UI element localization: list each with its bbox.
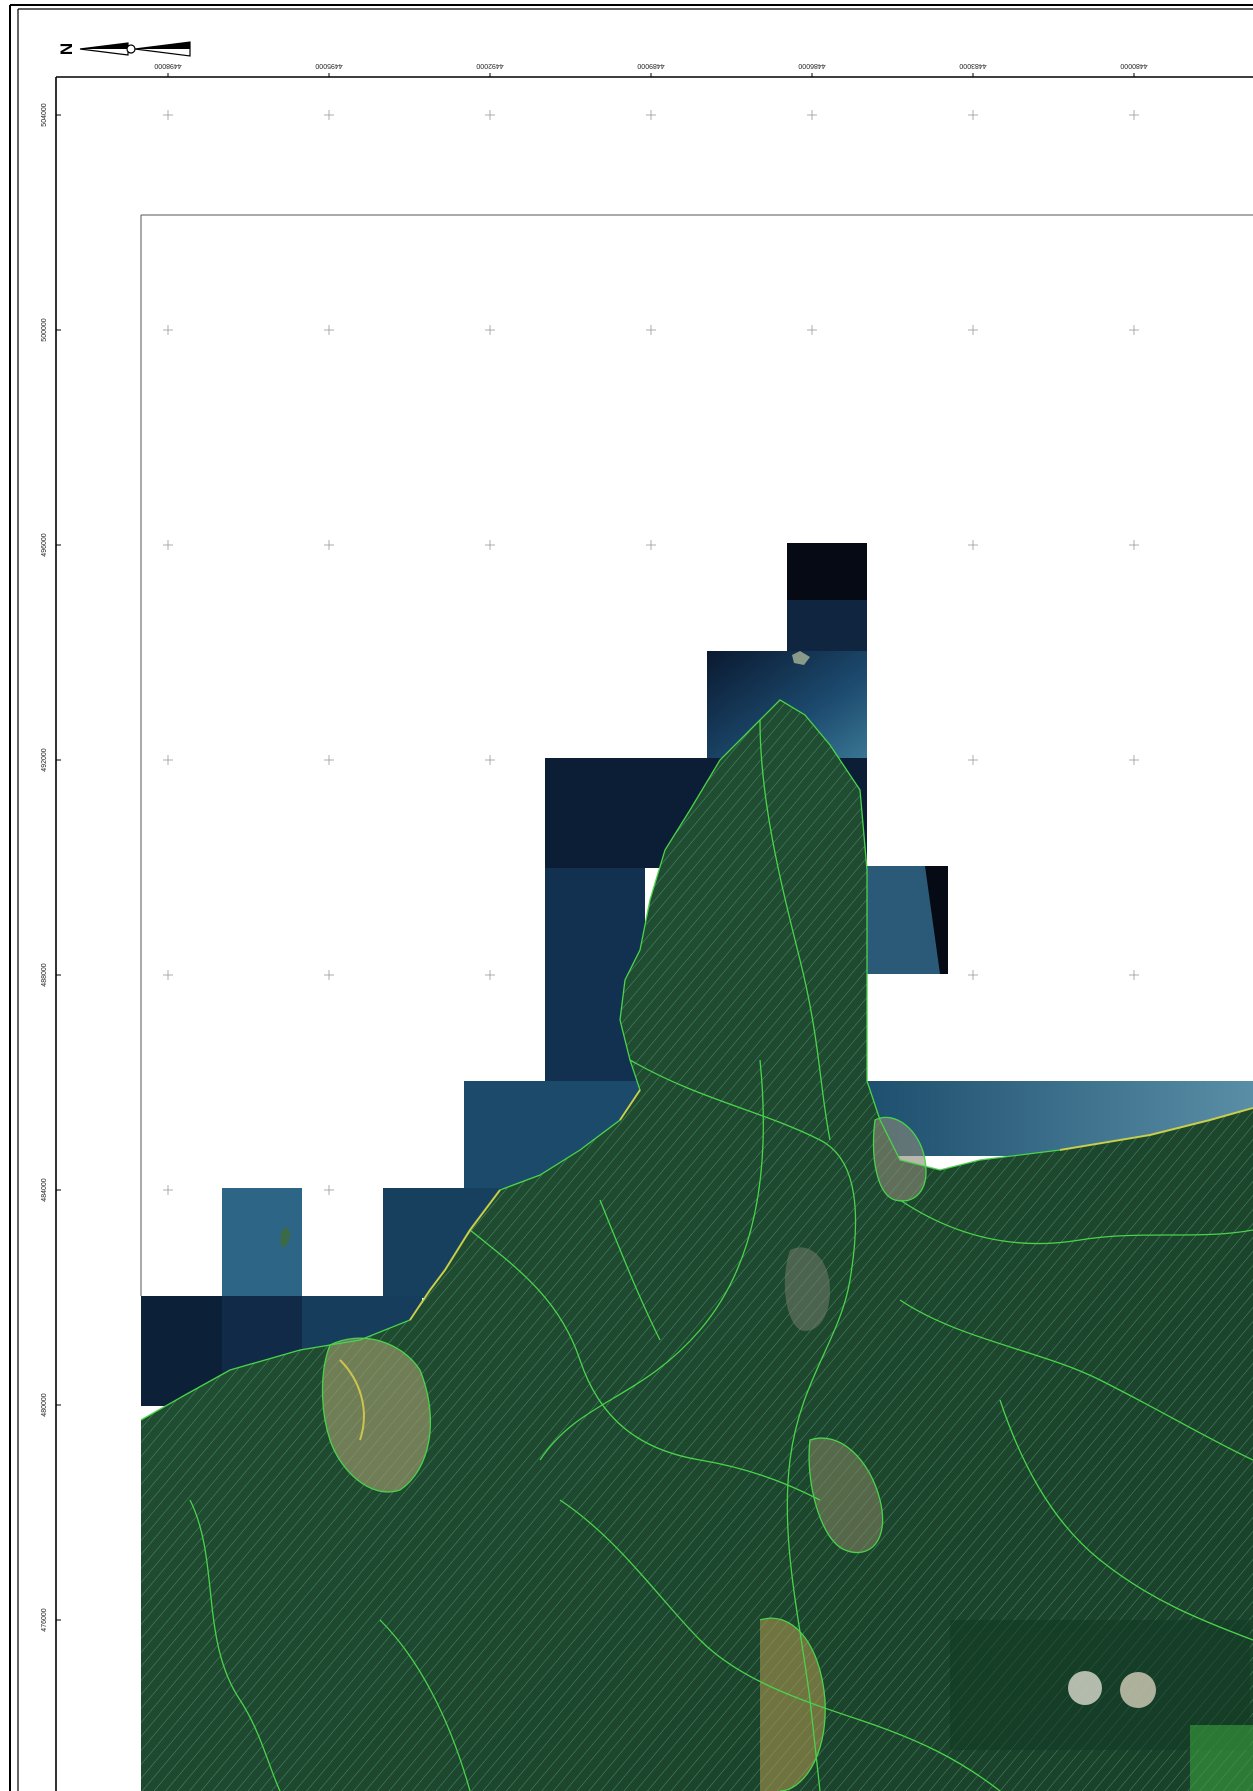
graticule-crosses bbox=[163, 110, 1139, 1195]
x-tick-4: 4486000 bbox=[798, 62, 826, 77]
y-tick-3: 492000 bbox=[41, 748, 61, 772]
y-tick-label: 500000 bbox=[41, 318, 48, 341]
x-tick-3: 4489000 bbox=[637, 62, 665, 77]
north-arrow-letter: N bbox=[57, 43, 76, 55]
x-tick-label: 4495000 bbox=[315, 62, 342, 69]
north-arrow: N bbox=[57, 41, 191, 57]
x-tick-label: 4492000 bbox=[476, 62, 503, 69]
y-tick-label: 484000 bbox=[41, 1178, 48, 1201]
y-tick-label: 492000 bbox=[41, 748, 48, 771]
urban-area bbox=[760, 1618, 826, 1791]
graticule-cross bbox=[324, 540, 334, 550]
x-tick-label: 4489000 bbox=[637, 62, 664, 69]
graticule-cross bbox=[646, 325, 656, 335]
x-tick-0: 4498000 bbox=[154, 62, 182, 77]
sea-tile bbox=[787, 600, 867, 655]
inner-extent-frame bbox=[140, 214, 1253, 1296]
urban-area bbox=[784, 1247, 830, 1331]
graticule-cross bbox=[324, 110, 334, 120]
x-tick-label: 4480000 bbox=[1120, 62, 1147, 69]
graticule-cross bbox=[968, 110, 978, 120]
y-axis: 504000 500000 496000 492000 488000 48400… bbox=[41, 103, 61, 1632]
graticule-cross bbox=[1129, 540, 1139, 550]
graticule-cross bbox=[163, 110, 173, 120]
y-tick-4: 488000 bbox=[41, 963, 61, 987]
graticule-cross bbox=[163, 1185, 173, 1195]
graticule-cross bbox=[1129, 110, 1139, 120]
graticule-cross bbox=[1129, 970, 1139, 980]
y-tick-label: 496000 bbox=[41, 533, 48, 556]
graticule-cross bbox=[163, 970, 173, 980]
coastline-highlight bbox=[339, 1089, 1253, 1441]
land-mass bbox=[140, 699, 1253, 1791]
graticule-cross bbox=[324, 325, 334, 335]
x-tick-2: 4492000 bbox=[476, 62, 504, 77]
graticule-cross bbox=[485, 755, 495, 765]
island bbox=[280, 1226, 291, 1248]
circular-feature bbox=[1068, 1671, 1102, 1705]
x-tick-6: 4480000 bbox=[1120, 62, 1148, 77]
y-tick-5: 484000 bbox=[41, 1178, 61, 1202]
y-tick-0: 504000 bbox=[41, 103, 61, 127]
y-tick-label: 476000 bbox=[41, 1608, 48, 1631]
imagery-patch bbox=[1190, 1725, 1253, 1791]
y-tick-label: 504000 bbox=[41, 103, 48, 126]
urban-area bbox=[322, 1338, 431, 1492]
y-tick-2: 496000 bbox=[41, 533, 61, 557]
graticule-cross bbox=[163, 755, 173, 765]
x-tick-label: 4486000 bbox=[798, 62, 825, 69]
graticule-cross bbox=[1129, 325, 1139, 335]
graticule-cross bbox=[968, 755, 978, 765]
y-tick-6: 480000 bbox=[41, 1393, 61, 1417]
x-tick-5: 4483000 bbox=[959, 62, 987, 77]
x-tick-label: 4483000 bbox=[959, 62, 986, 69]
sea-tile bbox=[222, 1188, 302, 1296]
y-tick-1: 500000 bbox=[41, 318, 61, 342]
y-tick-label: 488000 bbox=[41, 963, 48, 986]
graticule-cross bbox=[324, 1185, 334, 1195]
graticule-cross bbox=[968, 325, 978, 335]
graticule-cross bbox=[968, 970, 978, 980]
island bbox=[792, 651, 810, 665]
graticule-cross bbox=[163, 325, 173, 335]
x-tick-1: 4495000 bbox=[315, 62, 343, 77]
graticule-cross bbox=[807, 110, 817, 120]
x-tick-label: 4498000 bbox=[154, 62, 181, 69]
graticule-cross bbox=[163, 540, 173, 550]
graticule-cross bbox=[485, 325, 495, 335]
graticule-cross bbox=[485, 110, 495, 120]
graticule-cross bbox=[646, 540, 656, 550]
graticule-cross bbox=[485, 540, 495, 550]
y-tick-7: 476000 bbox=[41, 1608, 61, 1632]
graticule-cross bbox=[324, 755, 334, 765]
map-neatline bbox=[55, 76, 1253, 1791]
graticule-cross bbox=[968, 540, 978, 550]
graticule-cross bbox=[485, 970, 495, 980]
graticule-cross bbox=[646, 110, 656, 120]
outer-frame bbox=[9, 4, 1253, 1791]
graticule-cross bbox=[1129, 755, 1139, 765]
hatched-protected-area bbox=[141, 700, 1253, 1791]
circular-feature bbox=[1120, 1672, 1156, 1708]
graticule-cross bbox=[807, 325, 817, 335]
y-tick-label: 480000 bbox=[41, 1393, 48, 1416]
x-axis: 4498000 4495000 4492000 4489000 4486000 … bbox=[154, 62, 1148, 77]
graticule-cross bbox=[324, 970, 334, 980]
urban-area bbox=[809, 1438, 883, 1553]
sea-tile bbox=[925, 866, 948, 974]
